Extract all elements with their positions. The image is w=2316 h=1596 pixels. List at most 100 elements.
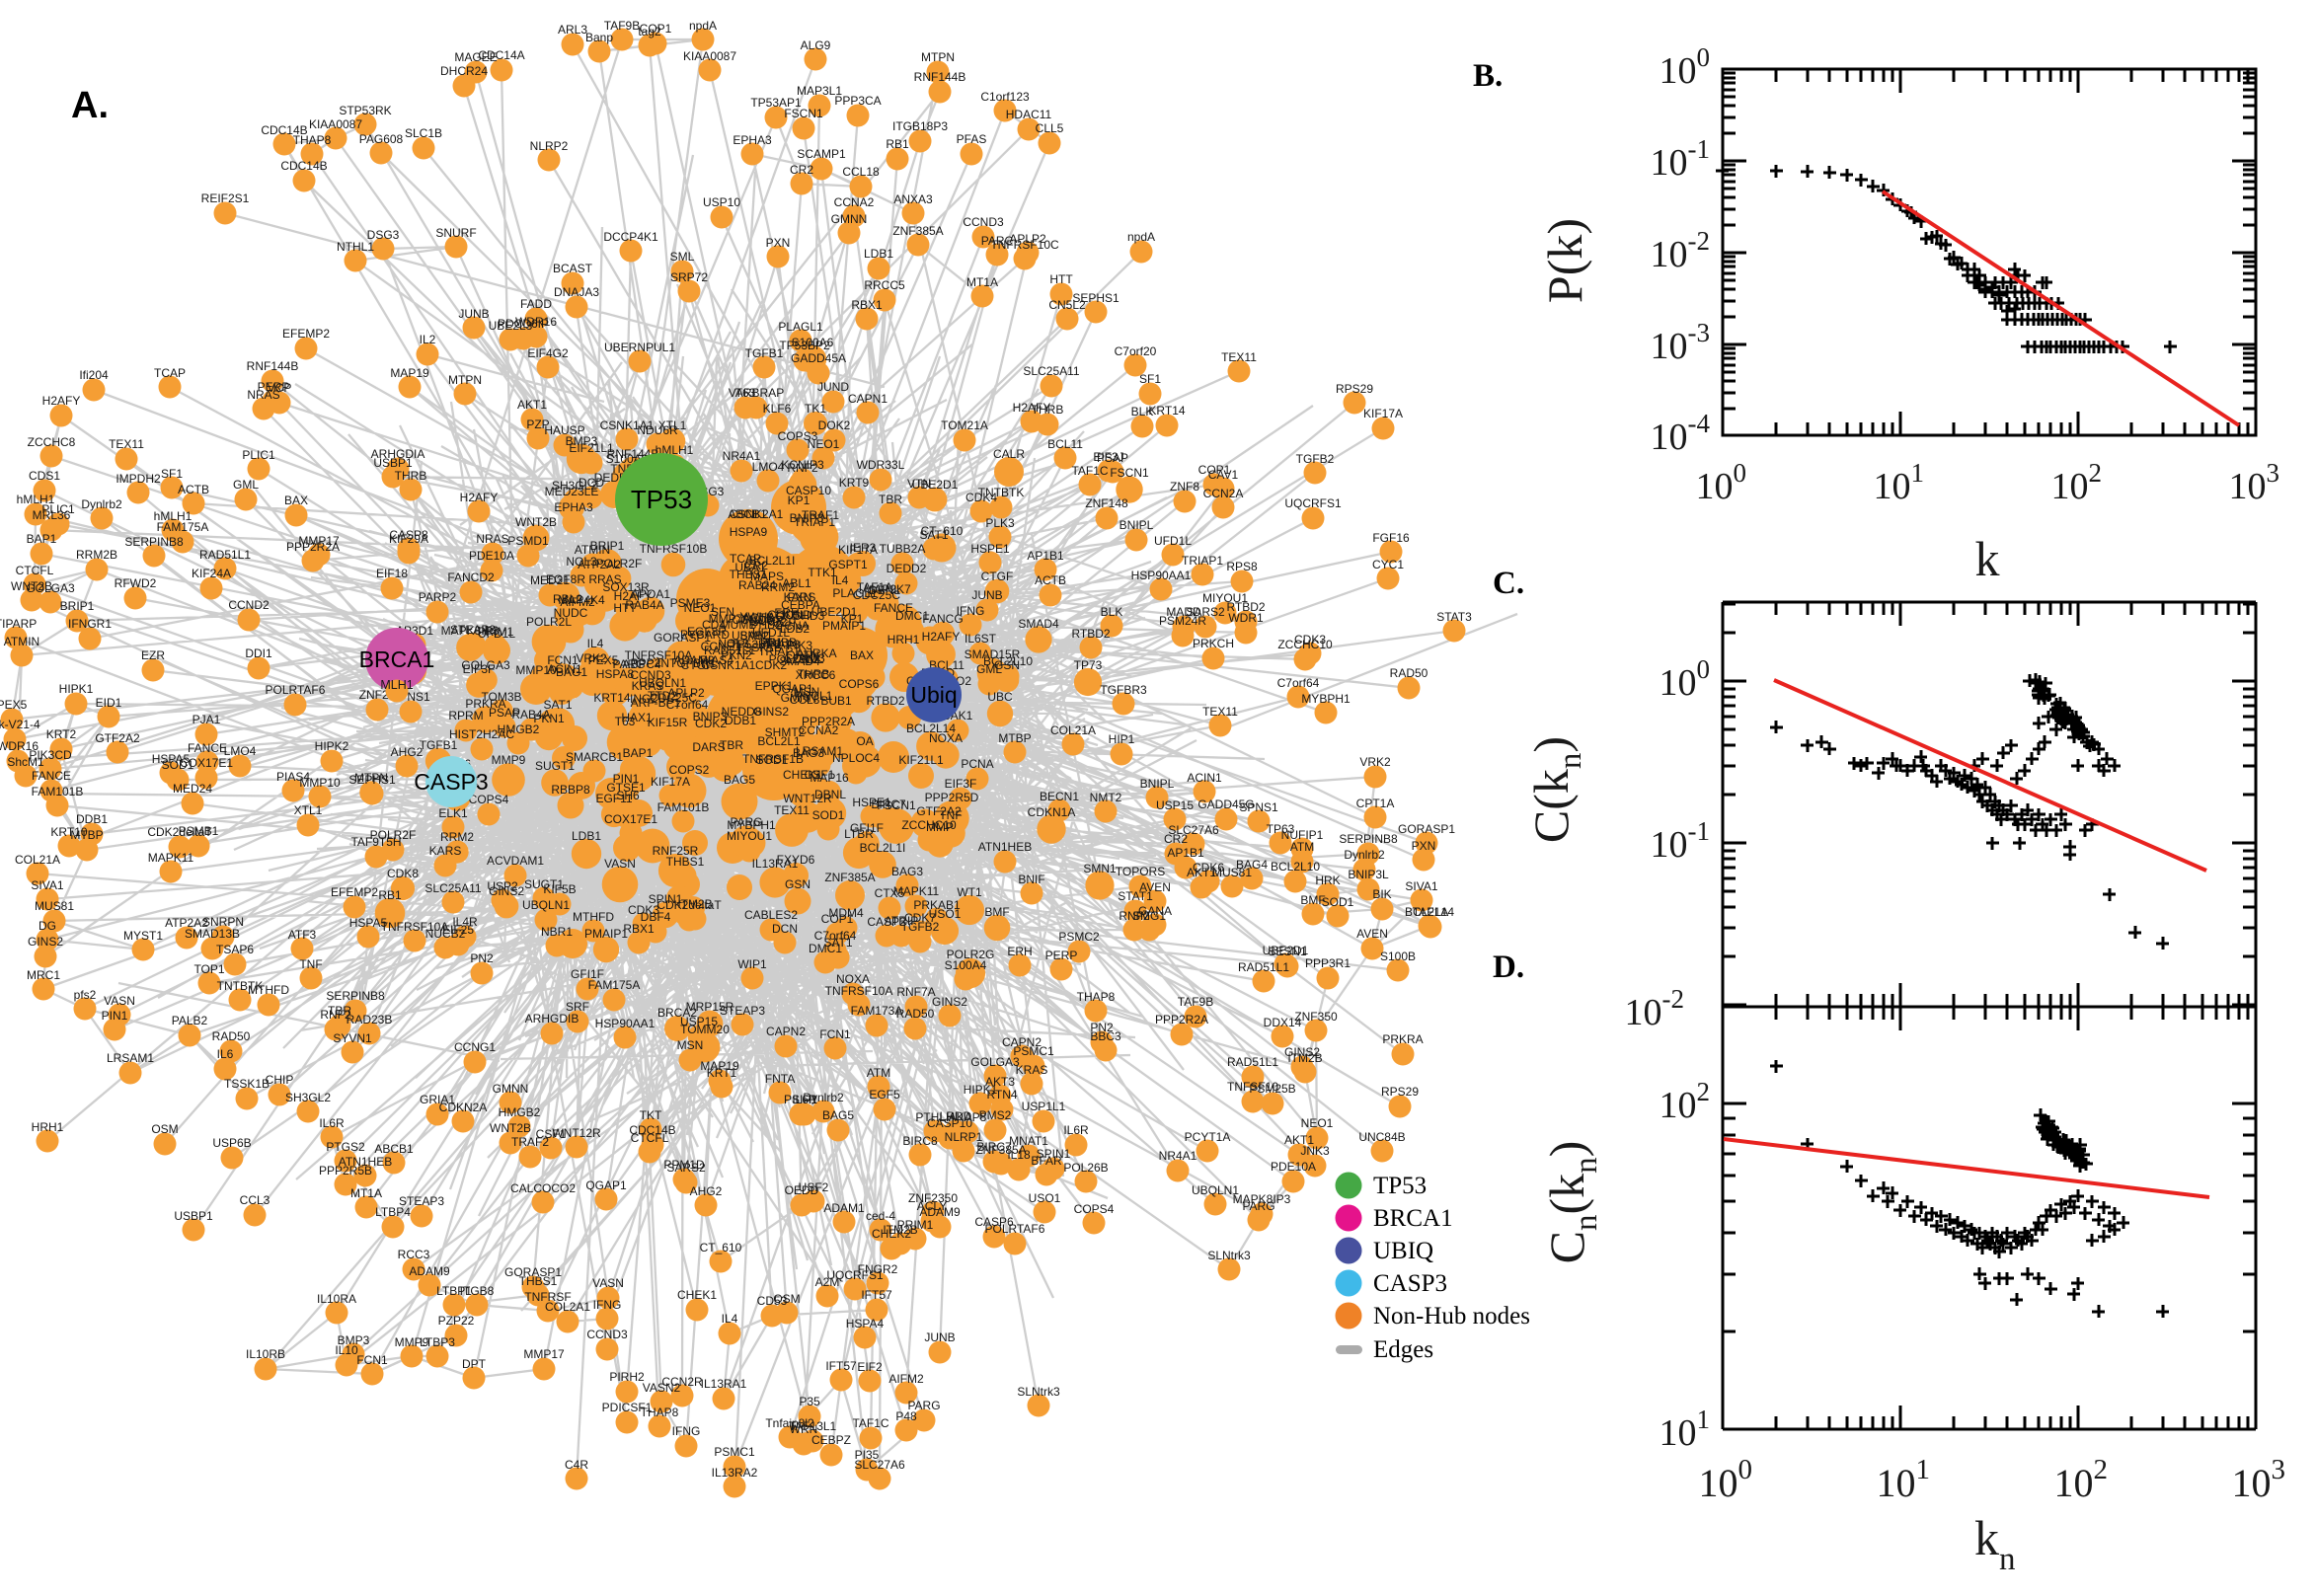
svg-text:CABLES2: CABLES2	[744, 908, 798, 922]
svg-text:CT_610: CT_610	[700, 1241, 742, 1254]
svg-text:B.: B.	[1473, 58, 1503, 94]
svg-text:RAD51L1: RAD51L1	[1227, 1055, 1278, 1069]
svg-text:AP1B1: AP1B1	[1027, 549, 1064, 563]
svg-text:PKN1: PKN1	[533, 712, 565, 725]
svg-text:COL21A: COL21A	[15, 853, 60, 867]
svg-text:GFI1F: GFI1F	[571, 967, 604, 981]
svg-text:SESN1: SESN1	[1268, 945, 1307, 958]
svg-text:CCL18: CCL18	[842, 165, 880, 179]
svg-text:BMF: BMF	[984, 905, 1009, 919]
svg-text:PMAIP1: PMAIP1	[822, 619, 866, 633]
svg-text:RRM2B: RRM2B	[76, 548, 117, 562]
svg-text:TSSK1B: TSSK1B	[224, 1077, 270, 1091]
svg-text:TCAP: TCAP	[730, 552, 761, 566]
svg-text:DDX14: DDX14	[1264, 1016, 1302, 1029]
svg-text:MMP9: MMP9	[395, 1335, 429, 1349]
svg-text:KRT14: KRT14	[1148, 404, 1185, 418]
svg-text:BIK: BIK	[1372, 887, 1391, 901]
svg-text:BUB1: BUB1	[820, 694, 852, 708]
svg-text:WNT2B: WNT2B	[515, 515, 557, 529]
svg-text:SMAD4: SMAD4	[1018, 617, 1059, 631]
svg-text:WNT2B: WNT2B	[490, 1121, 531, 1135]
svg-text:MTBP: MTBP	[998, 731, 1031, 745]
svg-text:TEX11: TEX11	[1202, 705, 1238, 719]
svg-text:SOD1: SOD1	[162, 758, 194, 772]
svg-text:LRSAM1: LRSAM1	[107, 1051, 154, 1065]
svg-text:CDK2: CDK2	[755, 658, 787, 672]
svg-text:PI35: PI35	[855, 1448, 880, 1462]
svg-text:CDK6: CDK6	[1193, 861, 1224, 874]
svg-text:SAT1: SAT1	[823, 936, 852, 950]
svg-text:LTBP1: LTBP1	[436, 1284, 472, 1298]
svg-text:FANCD2: FANCD2	[447, 570, 495, 584]
svg-text:NRAS: NRAS	[476, 532, 508, 546]
svg-text:SPIN1: SPIN1	[1037, 1147, 1071, 1161]
svg-text:HRH1: HRH1	[32, 1120, 64, 1134]
svg-text:ATM: ATM	[867, 1066, 890, 1080]
svg-text:WNT2B: WNT2B	[11, 579, 52, 593]
svg-text:HDAC11: HDAC11	[1006, 108, 1052, 121]
svg-text:PSAP: PSAP	[1097, 451, 1128, 465]
svg-text:CCL3: CCL3	[240, 1193, 270, 1207]
svg-text:VRK2: VRK2	[576, 651, 607, 665]
svg-text:UBIQ: UBIQ	[1373, 1238, 1433, 1264]
svg-text:HSPA4: HSPA4	[846, 1317, 885, 1330]
svg-text:TP63: TP63	[1267, 822, 1295, 836]
svg-text:HMGB2: HMGB2	[499, 1105, 541, 1119]
svg-text:FSCN1: FSCN1	[877, 798, 916, 812]
svg-text:PPP3R1: PPP3R1	[1305, 956, 1351, 970]
svg-text:USO1: USO1	[929, 907, 962, 921]
svg-text:H2AFY: H2AFY	[42, 394, 81, 408]
svg-text:KRT14: KRT14	[593, 691, 630, 705]
svg-text:THAP8: THAP8	[641, 1406, 679, 1419]
svg-text:EIF3F: EIF3F	[463, 662, 496, 676]
svg-text:COPS2: COPS2	[669, 763, 710, 777]
svg-text:BCL2L1I: BCL2L1I	[749, 554, 796, 568]
svg-text:DMC1: DMC1	[809, 942, 842, 955]
svg-text:BNIP3: BNIP3	[790, 511, 824, 525]
svg-text:TSSK1B: TSSK1B	[736, 641, 782, 654]
svg-text:USP15: USP15	[1156, 798, 1194, 812]
svg-text:WDR16: WDR16	[0, 739, 39, 753]
svg-text:STEAP3: STEAP3	[399, 1194, 444, 1208]
svg-text:AKT3: AKT3	[985, 1075, 1015, 1089]
svg-text:CCNG1: CCNG1	[454, 1040, 496, 1054]
svg-text:PMAIP1: PMAIP1	[584, 927, 628, 941]
svg-text:AHG2: AHG2	[690, 1184, 723, 1198]
svg-text:FXYD6: FXYD6	[777, 853, 815, 867]
svg-text:NUCB2: NUCB2	[425, 927, 466, 941]
svg-text:SLC25A11: SLC25A11	[425, 881, 481, 895]
svg-text:RB1: RB1	[886, 137, 909, 151]
svg-text:PSME3: PSME3	[670, 596, 711, 610]
svg-text:COL21A: COL21A	[1050, 723, 1096, 737]
svg-text:AIFM2: AIFM2	[888, 1372, 924, 1386]
svg-text:PIAS4: PIAS4	[276, 770, 310, 784]
svg-text:TAF1A: TAF1A	[1413, 905, 1448, 919]
svg-text:PSM24R: PSM24R	[1159, 614, 1206, 628]
svg-text:MMP7A: MMP7A	[709, 612, 751, 626]
svg-text:MIYOU1: MIYOU1	[1202, 591, 1248, 605]
svg-text:BCL2L10: BCL2L10	[983, 654, 1033, 668]
svg-text:HRH1: HRH1	[888, 633, 920, 646]
svg-text:pfs2: pfs2	[74, 988, 97, 1002]
svg-text:CTX5: CTX5	[875, 886, 905, 900]
svg-text:IL4: IL4	[722, 1312, 738, 1326]
svg-text:Banp: Banp	[585, 31, 613, 44]
svg-text:AKAP8: AKAP8	[762, 638, 801, 651]
svg-text:HTT: HTT	[613, 601, 637, 615]
svg-text:UQCRFS1: UQCRFS1	[1284, 496, 1342, 510]
svg-text:GINS2: GINS2	[1284, 1045, 1320, 1059]
svg-text:UBQLN1: UBQLN1	[522, 898, 570, 912]
svg-text:HIPK2: HIPK2	[315, 739, 349, 753]
svg-text:SAT1: SAT1	[543, 698, 572, 712]
svg-text:DEDD2: DEDD2	[887, 562, 927, 575]
svg-text:KIF21L1: KIF21L1	[898, 753, 944, 767]
svg-text:UBE2D1: UBE2D1	[811, 605, 858, 619]
svg-text:TOPORS: TOPORS	[1116, 865, 1165, 878]
svg-text:PRKAB1: PRKAB1	[913, 898, 961, 912]
svg-text:KIF24A: KIF24A	[192, 567, 231, 580]
svg-text:AVEN: AVEN	[1356, 927, 1388, 941]
svg-text:BAP1: BAP1	[623, 746, 654, 760]
svg-text:ERH: ERH	[1007, 945, 1032, 958]
svg-text:MRL36: MRL36	[33, 508, 71, 522]
